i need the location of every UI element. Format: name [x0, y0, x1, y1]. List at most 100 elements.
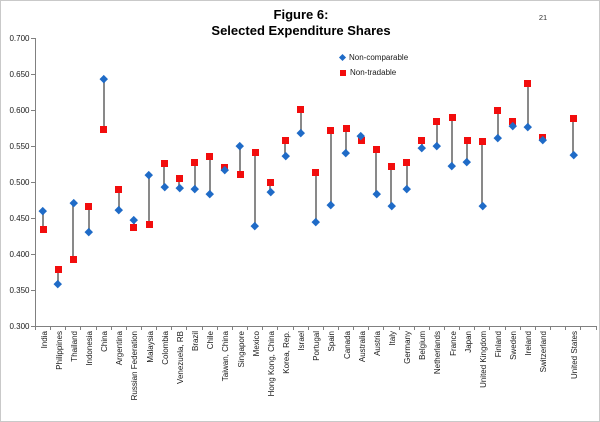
data-point-non-tradable: [281, 137, 289, 145]
data-point-non-tradable: [54, 265, 62, 273]
data-point-non-comparable: [296, 128, 305, 137]
data-point-non-comparable: [99, 74, 108, 83]
data-point-non-comparable: [372, 190, 381, 199]
x-axis-label: Sweden: [509, 331, 519, 360]
x-axis-label: Venezuela, RB: [175, 331, 185, 384]
x-axis-tick: [459, 326, 461, 330]
x-axis-label: United States: [569, 331, 579, 380]
y-axis-tick: [30, 325, 36, 327]
connector-line: [148, 174, 151, 225]
y-axis-tick-label: 0.500: [9, 177, 30, 187]
x-axis-tick: [216, 326, 218, 330]
y-axis-tick: [30, 37, 36, 39]
connector-line: [102, 78, 105, 130]
connector-line: [178, 178, 181, 188]
chart-legend: Non-comparable Non-tradable: [338, 50, 409, 80]
x-axis-label: Finland: [494, 331, 504, 358]
x-axis-label: Ireland: [524, 331, 534, 356]
data-point-non-tradable: [387, 163, 395, 171]
data-point-non-tradable: [569, 115, 577, 123]
x-axis-tick: [565, 326, 567, 330]
data-point-non-tradable: [85, 202, 93, 210]
data-point-non-tradable: [342, 125, 350, 133]
connector-line: [42, 210, 45, 230]
x-axis-label: Thailand: [69, 331, 79, 362]
data-point-non-tradable: [69, 255, 77, 263]
page-number: 21: [538, 13, 548, 22]
x-axis-label: Chile: [206, 331, 216, 350]
connector-line: [466, 140, 469, 162]
x-axis-tick: [474, 326, 476, 330]
x-axis-label: France: [448, 331, 458, 356]
x-axis-tick: [186, 326, 188, 330]
connector-line: [299, 109, 302, 133]
x-axis-label: Netherlands: [433, 331, 443, 375]
legend-label-non-tradable: Non-tradable: [350, 68, 397, 77]
data-point-non-tradable: [130, 223, 138, 231]
data-point-non-tradable: [418, 137, 426, 145]
data-point-non-tradable: [251, 148, 259, 156]
x-axis-tick: [292, 326, 294, 330]
y-axis-tick-label: 0.600: [9, 105, 30, 115]
connector-line: [269, 182, 272, 192]
data-point-non-tradable: [312, 169, 320, 177]
data-point-non-comparable: [523, 122, 532, 131]
data-point-non-comparable: [190, 184, 199, 193]
data-point-non-comparable: [478, 201, 487, 210]
x-axis-tick: [307, 326, 309, 330]
data-point-non-comparable: [417, 143, 426, 152]
x-axis-label: Australia: [357, 331, 367, 363]
x-axis-label: Canada: [342, 331, 352, 360]
legend-label-non-comparable: Non-comparable: [349, 53, 409, 62]
y-axis-tick-label: 0.300: [9, 321, 30, 331]
y-axis-tick-label: 0.700: [9, 33, 30, 43]
data-point-non-comparable: [402, 184, 411, 193]
data-point-non-tradable: [191, 159, 199, 167]
connector-line: [193, 162, 196, 189]
data-point-non-tradable: [463, 136, 471, 144]
data-point-non-tradable: [175, 174, 183, 182]
connector-line: [284, 140, 287, 156]
x-axis-tick: [444, 326, 445, 330]
x-axis-tick: [504, 326, 506, 330]
data-point-non-comparable: [145, 170, 153, 179]
x-axis-tick: [247, 326, 249, 330]
x-axis-label: Philippines: [54, 331, 64, 370]
x-axis-label: Japan: [463, 331, 473, 353]
x-axis-tick: [171, 326, 173, 330]
chart-subtitle: Selected Expenditure Shares: [211, 23, 391, 38]
data-point-non-comparable: [342, 149, 350, 158]
x-axis-tick: [413, 326, 415, 330]
x-axis-tick: [156, 326, 158, 330]
y-axis-tick-label: 0.550: [9, 141, 30, 151]
data-point-non-tradable: [433, 118, 441, 126]
connector-line: [314, 172, 317, 222]
x-axis-tick: [231, 326, 233, 330]
connector-line: [345, 128, 348, 154]
x-axis-tick: [550, 326, 552, 330]
data-point-non-tradable: [524, 79, 532, 87]
y-axis-tick: [30, 217, 36, 219]
connector-line: [87, 206, 90, 232]
x-axis-tick: [125, 326, 127, 330]
x-axis-label: Switzerland: [539, 331, 549, 373]
x-axis-tick: [322, 326, 324, 330]
x-axis-tick: [368, 326, 370, 330]
data-point-non-comparable: [281, 151, 290, 160]
data-point-non-tradable: [115, 186, 123, 194]
x-axis-tick: [428, 326, 430, 330]
x-axis-tick: [141, 326, 143, 330]
data-point-non-comparable: [327, 200, 335, 209]
data-point-non-tradable: [236, 171, 244, 179]
data-point-non-comparable: [311, 217, 320, 226]
data-point-non-comparable: [114, 205, 123, 214]
y-axis-tick-label: 0.400: [9, 249, 30, 259]
x-axis-label: Russian Federation: [130, 331, 140, 401]
x-axis-tick: [262, 326, 264, 330]
x-axis-tick: [398, 326, 400, 330]
legend-item-non-comparable: Non-comparable: [338, 50, 409, 65]
x-axis-label: Belgium: [418, 331, 428, 360]
diamond-marker-icon: [338, 53, 347, 62]
x-axis-tick: [65, 326, 67, 330]
data-point-non-comparable: [433, 142, 441, 150]
